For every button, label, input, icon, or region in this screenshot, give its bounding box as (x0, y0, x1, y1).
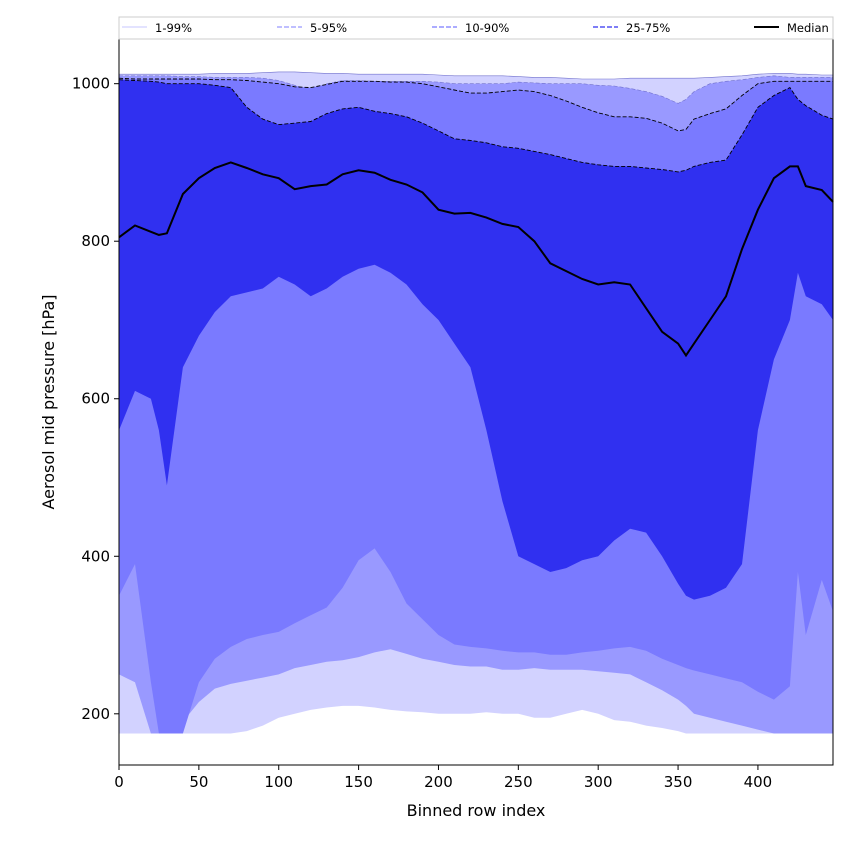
band-25-75-pct (119, 79, 833, 600)
y-tick-label: 600 (81, 390, 110, 408)
x-axis-label: Binned row index (407, 801, 546, 820)
legend-label: 1-99% (155, 21, 192, 35)
y-axis: 200 400 600 800 1000 (72, 75, 119, 723)
x-tick-label: 150 (344, 773, 373, 791)
x-tick-label: 200 (424, 773, 453, 791)
legend-label: 10-90% (465, 21, 509, 35)
x-tick-label: 350 (664, 773, 693, 791)
legend-label: 5-95% (310, 21, 347, 35)
band-upper-edge (118, 79, 834, 173)
median-layer (118, 161, 834, 358)
y-tick-label: 400 (81, 547, 110, 565)
x-tick-label: 250 (504, 773, 533, 791)
legend-label: 25-75% (626, 21, 670, 35)
legend: 1-99% 5-95% 10-90% 25-75% Median (118, 16, 834, 40)
y-axis-label: Aerosol mid pressure [hPa] (39, 294, 58, 509)
x-tick-label: 100 (264, 773, 293, 791)
x-tick-label: 0 (114, 773, 124, 791)
percentile-bands (118, 71, 834, 734)
y-tick-label: 1000 (72, 75, 110, 93)
band-upper-edge (119, 71, 833, 80)
x-axis: 0 50 100 150 200 250 300 350 400 (114, 765, 772, 791)
band-upper-edge (118, 77, 833, 132)
y-tick-label: 800 (81, 232, 110, 250)
x-tick-label: 50 (189, 773, 208, 791)
y-tick-label: 200 (81, 705, 110, 723)
band-upper-edge (119, 75, 833, 104)
legend-label: Median (787, 21, 829, 35)
legend-box (118, 16, 834, 40)
x-tick-label: 400 (744, 773, 773, 791)
x-tick-label: 300 (584, 773, 613, 791)
median-line (118, 161, 834, 358)
